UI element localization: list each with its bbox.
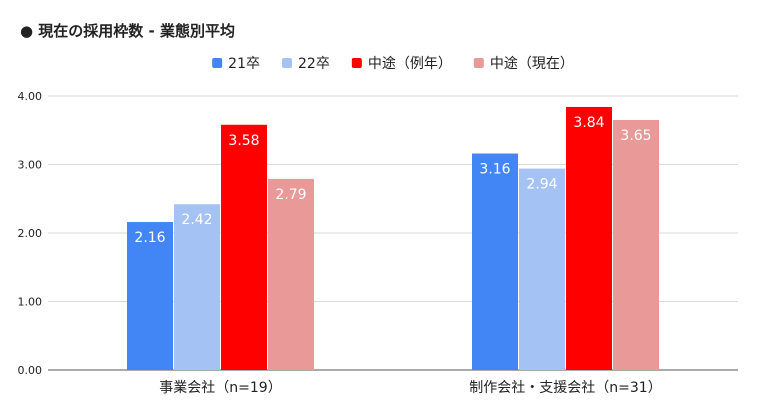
legend-label: 中途（現在）	[490, 55, 574, 72]
bar	[174, 204, 220, 370]
bar-value-label: 2.79	[275, 187, 306, 203]
legend-swatch	[282, 58, 292, 68]
y-tick-label: 4.00	[18, 90, 43, 103]
bar	[519, 168, 565, 370]
legend-label: 21卒	[228, 56, 260, 72]
legend-swatch	[212, 58, 223, 68]
bar	[472, 153, 518, 370]
bar	[613, 119, 659, 370]
legend-item: 中途（現在）	[473, 55, 574, 72]
y-tick-label: 3.00	[18, 159, 43, 172]
legend-label: 22卒	[298, 56, 330, 72]
legend: 21卒 22卒 中途（例年） 中途（現在）	[212, 55, 574, 72]
legend-label: 中途（例年）	[368, 55, 452, 72]
category-label: 事業会社（n=19）	[159, 380, 281, 396]
x-axis-categories: 事業会社（n=19） 制作会社・支援会社（n=31）	[159, 380, 661, 396]
legend-item: 22卒	[282, 56, 330, 72]
bar	[566, 106, 612, 371]
data-labels: 2.16 2.42 3.58 2.79 3.16 2.94 3.84 3.65	[134, 115, 651, 246]
bar-value-label: 3.65	[620, 128, 651, 144]
bar-value-label: 3.16	[479, 162, 510, 178]
y-tick-label: 0.00	[18, 364, 43, 377]
bars	[127, 106, 659, 371]
bar-value-label: 2.42	[181, 212, 212, 228]
bar-value-label: 2.16	[134, 230, 165, 246]
bar-value-label: 3.58	[228, 133, 259, 149]
y-axis-ticks: 0.00 1.00 2.00 3.00 4.00	[18, 90, 43, 377]
bar-value-label: 2.94	[526, 177, 557, 193]
bar-value-label: 3.84	[573, 115, 604, 131]
legend-swatch	[473, 58, 484, 68]
category-label: 制作会社・支援会社（n=31）	[469, 380, 661, 396]
bar	[127, 222, 173, 370]
chart-title: ● 現在の採用枠数 - 業態別平均	[20, 22, 235, 40]
legend-swatch	[351, 58, 362, 68]
bar	[268, 178, 314, 370]
y-tick-label: 2.00	[18, 227, 43, 240]
y-tick-label: 1.00	[18, 296, 43, 309]
bar	[221, 124, 267, 371]
legend-item: 21卒	[212, 56, 260, 72]
legend-item: 中途（例年）	[351, 55, 452, 72]
